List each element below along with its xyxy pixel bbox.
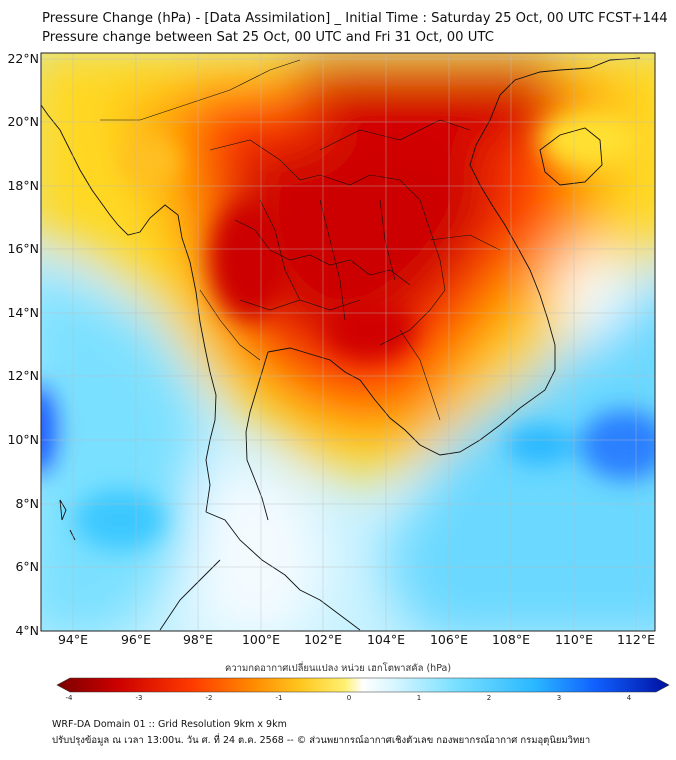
lat-tick: 10°N [7, 432, 39, 447]
colorbar-tick: 2 [487, 694, 491, 702]
colorbar-tick: 0 [347, 694, 351, 702]
lon-tick: 102°E [304, 632, 342, 647]
plot-frame [40, 52, 656, 632]
lon-tick: 104°E [367, 632, 405, 647]
footer-update-info: ปรับปรุงข้อมูล ณ เวลา 13:00น. วัน ศ. ที่… [52, 735, 591, 746]
colorbar-tick: -4 [66, 694, 74, 702]
colorbar-tick: -2 [206, 694, 213, 702]
lat-axis: 22°N 20°N 18°N 16°N 14°N 12°N 10°N 8°N 6… [7, 51, 39, 638]
lon-tick: 94°E [58, 632, 88, 647]
colorbar-label: ความกดอากาศเปลี่ยนแปลง หน่วย เฮกโตพาสคัล… [224, 663, 452, 674]
lon-tick: 106°E [430, 632, 468, 647]
colorbar: -4 -3 -2 -1 0 1 2 3 4 [56, 677, 670, 702]
admin-borders [100, 59, 501, 421]
colorbar-tick: 1 [417, 694, 421, 702]
colorbar-tick: -3 [136, 694, 143, 702]
lon-tick: 100°E [242, 632, 280, 647]
chart-title: Pressure Change (hPa) - [Data Assimilati… [42, 11, 668, 26]
lat-tick: 12°N [7, 368, 39, 383]
lat-tick: 8°N [15, 496, 39, 511]
colorbar-tick: 3 [557, 694, 561, 702]
graticule [41, 53, 655, 631]
chart-subtitle: Pressure change between Sat 25 Oct, 00 U… [42, 30, 494, 45]
lat-tick: 4°N [15, 623, 39, 638]
lat-tick: 16°N [7, 241, 39, 256]
lat-tick: 18°N [7, 178, 39, 193]
lon-tick: 108°E [492, 632, 530, 647]
lat-tick: 22°N [7, 51, 39, 66]
colorbar-tick: -1 [276, 694, 283, 702]
lon-tick: 110°E [555, 632, 593, 647]
colorbar-bar [56, 677, 670, 693]
lat-tick: 6°N [15, 559, 39, 574]
lon-tick: 96°E [121, 632, 151, 647]
colorbar-tick: 4 [627, 694, 632, 702]
pressure-change-field [41, 53, 655, 631]
lon-tick: 112°E [617, 632, 655, 647]
lon-tick: 98°E [183, 632, 213, 647]
lat-tick: 20°N [7, 114, 39, 129]
lat-tick: 14°N [7, 305, 39, 320]
coastlines [41, 57, 641, 631]
colorbar-ticks: -4 -3 -2 -1 0 1 2 3 4 [66, 694, 632, 702]
footer-model-info: WRF-DA Domain 01 :: Grid Resolution 9km … [52, 719, 287, 730]
lon-axis: 94°E 96°E 98°E 100°E 102°E 104°E 106°E 1… [58, 632, 655, 647]
